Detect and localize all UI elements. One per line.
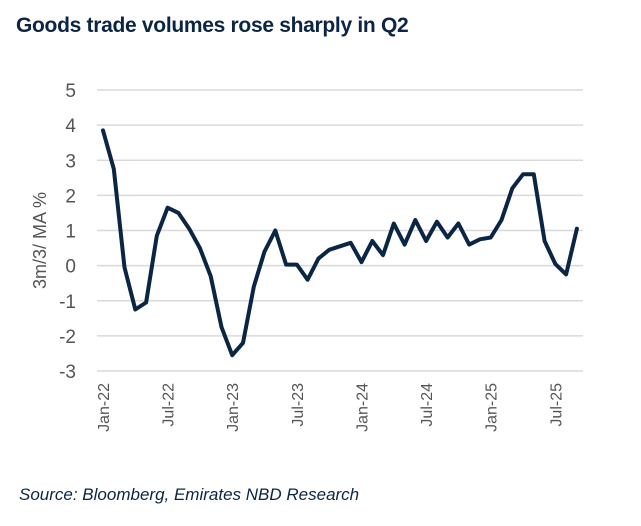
x-tick-label: Jul-24 (419, 383, 436, 427)
y-axis-label: 3m/3/ MA % (30, 192, 50, 289)
y-tick-label: 2 (65, 186, 76, 207)
x-tick-label: Jul-23 (290, 383, 307, 427)
x-tick-label: Jul-22 (161, 383, 178, 427)
x-tick-label: Jan-24 (354, 383, 371, 432)
y-axis-ticks: 5 4 3 2 1 0 -1 -2 -3 (59, 81, 76, 383)
chart-title: Goods trade volumes rose sharply in Q2 (16, 14, 409, 37)
y-tick-label: 4 (65, 116, 76, 137)
x-tick-label: Jan-22 (96, 383, 113, 432)
source-note: Source: Bloomberg, Emirates NBD Research (19, 485, 360, 504)
gridlines (97, 89, 583, 372)
x-tick-label: Jan-25 (484, 383, 501, 432)
y-tick-label: -2 (59, 327, 76, 348)
series-layer (101, 128, 579, 358)
y-tick-label: -3 (59, 362, 76, 383)
series-line (101, 128, 579, 358)
y-tick-label: 3 (65, 151, 76, 172)
x-axis-ticks: Jan-22 Jul-22 Jan-23 Jul-23 Jan-24 Jul-24 Jan-… (96, 383, 565, 432)
x-tick-label: Jul-25 (548, 383, 565, 427)
y-tick-label: 0 (65, 257, 76, 278)
y-tick-label: 1 (65, 222, 76, 243)
y-tick-label: -1 (59, 292, 76, 313)
y-tick-label: 5 (65, 81, 76, 102)
x-tick-label: Jan-23 (225, 383, 242, 432)
